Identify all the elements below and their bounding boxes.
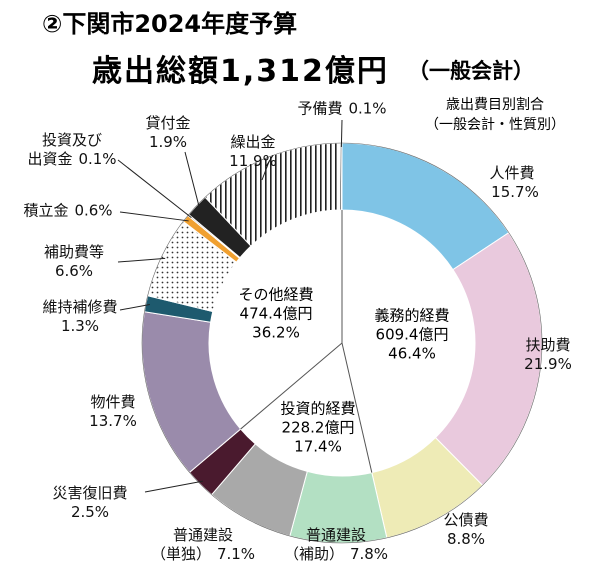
group-amount: 474.4億円: [239, 304, 313, 323]
value-label: 8.8%: [446, 530, 486, 548]
group-divider: [240, 342, 343, 430]
value-label: 21.9%: [524, 355, 572, 373]
leader-line: [117, 257, 166, 263]
leader-line: [117, 159, 192, 218]
category-name: 積立金: [23, 201, 69, 220]
category-label: 普通建設 （補助） 7.8%: [284, 526, 388, 564]
value-label: 1.3%: [60, 317, 100, 335]
category-label: 積立金 0.6%: [23, 202, 112, 221]
category-label: 人件費15.7%: [468, 164, 556, 202]
category-name: 人件費: [489, 164, 535, 182]
group-share: 36.2%: [252, 323, 300, 342]
category-name: 扶助費: [525, 336, 571, 354]
category-label: 災害復旧費 2.5%: [52, 484, 127, 522]
value-label: 1.9%: [148, 133, 188, 151]
group-amount: 228.2億円: [281, 418, 355, 437]
category-name: 投資及び 出資金: [27, 131, 102, 168]
category-label: 貸付金 1.9%: [145, 114, 190, 152]
category-label: 予備費 0.1%: [297, 100, 386, 119]
leader-line: [119, 303, 150, 311]
value-label: 0.1%: [78, 150, 117, 168]
leader-line: [144, 480, 204, 493]
category-label: 物件費 13.7%: [89, 393, 137, 431]
group-name: 義務的経費: [374, 306, 450, 325]
leader-line: [184, 151, 201, 209]
leader-line: [119, 211, 189, 222]
group-label: 投資的経費 228.2億円 17.4%: [280, 400, 355, 457]
category-name: 普通建設 （単独）: [150, 526, 233, 563]
category-name: 物件費: [90, 393, 136, 411]
category-label: 普通建設 （単独） 7.1%: [151, 526, 255, 564]
group-share: 46.4%: [388, 344, 436, 363]
value-label: 0.1%: [348, 99, 387, 118]
value-label: 6.6%: [54, 262, 94, 280]
value-label: 7.8%: [349, 545, 389, 563]
group-name: 投資的経費: [280, 399, 356, 418]
value-label: 7.1%: [216, 545, 256, 563]
annotation: 歳出費目別割合 （一般会計・性質別）: [425, 97, 565, 133]
value-label: 11.9%: [229, 152, 277, 170]
category-label: 維持補修費 1.3%: [42, 298, 117, 336]
group-amount: 609.4億円: [375, 325, 449, 344]
category-name: 災害復旧費: [52, 484, 128, 502]
category-name: 補助費等: [43, 243, 105, 261]
chart-title: ②下関市2024年度予算: [42, 10, 298, 38]
category-label: 扶助費 21.9%: [524, 336, 572, 374]
group-name: その他経費: [238, 285, 314, 304]
category-name: 貸付金: [145, 114, 191, 132]
category-label: 補助費等 6.6%: [44, 243, 104, 281]
value-label: 0.6%: [74, 201, 113, 220]
category-name: 繰出金: [230, 133, 276, 151]
ring-outline: [141, 142, 543, 544]
value-label: 2.5%: [70, 503, 110, 521]
value-label: 13.7%: [89, 412, 137, 430]
category-name: 予備費: [297, 99, 343, 118]
category-name: 維持補修費: [42, 298, 118, 316]
group-label: その他経費 474.4億円 36.2%: [238, 286, 313, 343]
group-divider: [341, 342, 373, 473]
category-name: 公債費: [443, 511, 489, 529]
subtitle-note: （一般会計）: [408, 59, 534, 83]
value-label: 15.7%: [491, 183, 539, 201]
group-share: 17.4%: [294, 437, 342, 456]
donut-segment: [340, 142, 343, 211]
category-label: 公債費 8.8%: [443, 511, 488, 549]
category-label: 繰出金 11.9%: [229, 133, 277, 171]
chart-subtitle: 歳出総額1,312億円: [92, 54, 389, 89]
group-label: 義務的経費 609.4億円 46.4%: [374, 307, 449, 364]
leader-line: [340, 119, 343, 148]
leader-line: [261, 160, 270, 181]
category-label: 投資及び 出資金 0.1%: [27, 131, 116, 169]
category-name: 普通建設 （補助）: [283, 526, 366, 563]
